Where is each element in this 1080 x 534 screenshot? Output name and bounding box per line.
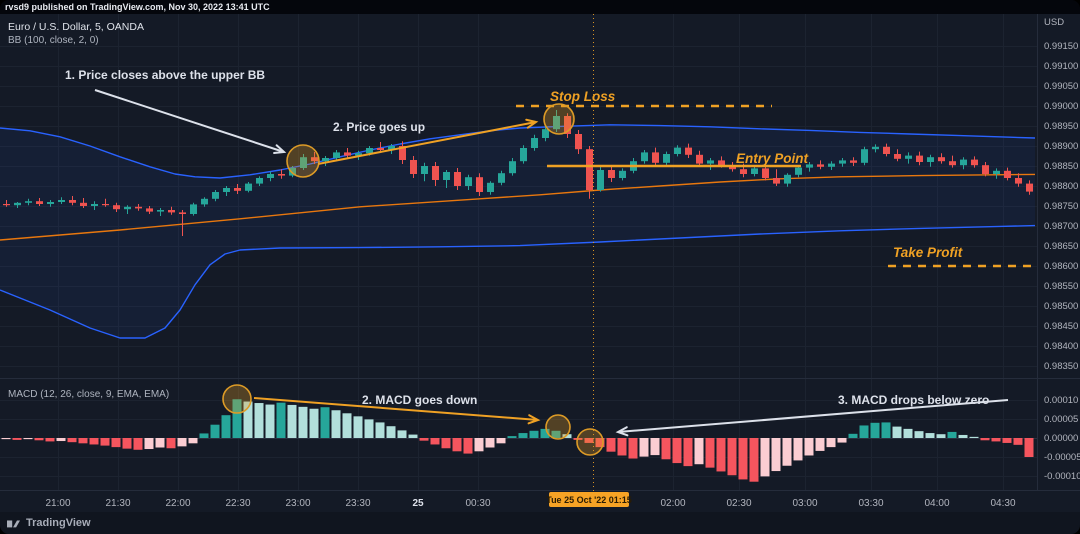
svg-text:02:30: 02:30: [726, 498, 751, 509]
price-axis[interactable]: USD 0.99150 0.99100 0.99050 0.99000 0.98950 0.…: [1044, 17, 1078, 372]
svg-text:Tue 25 Oct '22 01:15: Tue 25 Oct '22 01:15: [546, 495, 632, 505]
svg-text:21:30: 21:30: [105, 498, 130, 509]
svg-text:0.99050: 0.99050: [1044, 81, 1078, 92]
svg-text:22:30: 22:30: [225, 498, 250, 509]
svg-text:0.99000: 0.99000: [1044, 101, 1078, 112]
bb-lower-line: [0, 224, 1036, 339]
svg-text:0.98750: 0.98750: [1044, 201, 1078, 212]
macd-axis[interactable]: 0.00010 0.00005 0.00000 -0.00005 -0.00010: [1044, 395, 1080, 482]
note-macd-goes-down: 2. MACD goes down: [362, 393, 477, 407]
crosshair-time-label: [549, 492, 629, 507]
stop-loss-label: Stop Loss: [550, 89, 616, 104]
tradingview-logo-icon[interactable]: [7, 517, 20, 530]
attribution-bar: rvsd9 published on TradingView.com, Nov …: [0, 0, 1080, 14]
entry-point-label: Entry Point: [736, 151, 809, 166]
svg-text:0.00010: 0.00010: [1044, 395, 1078, 406]
svg-text:0.98800: 0.98800: [1044, 181, 1078, 192]
svg-text:23:00: 23:00: [285, 498, 310, 509]
svg-text:-0.00005: -0.00005: [1044, 452, 1080, 463]
svg-text:02:00: 02:00: [660, 498, 685, 509]
svg-text:0.98400: 0.98400: [1044, 341, 1078, 352]
svg-text:0.98950: 0.98950: [1044, 121, 1078, 132]
svg-text:0.99150: 0.99150: [1044, 41, 1078, 52]
take-profit-label: Take Profit: [893, 245, 963, 260]
svg-text:00:30: 00:30: [465, 498, 490, 509]
svg-text:22:00: 22:00: [165, 498, 190, 509]
svg-text:0.98500: 0.98500: [1044, 301, 1078, 312]
svg-text:0.98650: 0.98650: [1044, 241, 1078, 252]
svg-text:0.98700: 0.98700: [1044, 221, 1078, 232]
grid-lines: [0, 14, 1037, 490]
bb-indicator-label[interactable]: BB (100, close, 2, 0): [8, 35, 99, 46]
bb-upper-line: [0, 124, 1036, 179]
symbol-title[interactable]: Euro / U.S. Dollar, 5, OANDA: [8, 21, 144, 33]
svg-text:0.99100: 0.99100: [1044, 61, 1078, 72]
svg-text:04:00: 04:00: [924, 498, 949, 509]
svg-text:0.00000: 0.00000: [1044, 433, 1078, 444]
highlight-circles: [222, 103, 604, 456]
annotation-labels: 1. Price closes above the upper BB 2. Pri…: [65, 68, 989, 407]
svg-text:0.98900: 0.98900: [1044, 141, 1078, 152]
svg-text:25: 25: [412, 498, 424, 509]
time-axis[interactable]: 21:00 21:30 22:00 22:30 23:00 23:30 25 00:30 02:…: [45, 492, 1016, 509]
svg-text:0.98600: 0.98600: [1044, 261, 1078, 272]
svg-text:0.98550: 0.98550: [1044, 281, 1078, 292]
brand-label[interactable]: TradingView: [26, 517, 91, 529]
svg-text:-0.00010: -0.00010: [1044, 471, 1080, 482]
axis-currency-label: USD: [1044, 17, 1064, 28]
chart-legend: Euro / U.S. Dollar, 5, OANDA BB (100, cl…: [8, 20, 144, 48]
svg-text:0.00005: 0.00005: [1044, 414, 1078, 425]
brand-bar: TradingView: [0, 512, 1080, 534]
svg-text:03:00: 03:00: [792, 498, 817, 509]
svg-text:03:30: 03:30: [858, 498, 883, 509]
pane-separators: [0, 14, 1080, 491]
annotation-arrows: [94, 89, 1009, 437]
note-price-goes-up: 2. Price goes up: [333, 120, 425, 134]
note-macd-below-zero: 3. MACD drops below zero: [838, 393, 989, 407]
note-price-above-bb: 1. Price closes above the upper BB: [65, 68, 265, 82]
svg-text:0.98450: 0.98450: [1044, 321, 1078, 332]
attribution-text: rvsd9 published on TradingView.com, Nov …: [5, 2, 270, 12]
strategy-level-lines[interactable]: [516, 104, 1034, 268]
svg-text:0.98850: 0.98850: [1044, 161, 1078, 172]
svg-text:21:00: 21:00: [45, 498, 70, 509]
svg-text:04:30: 04:30: [990, 498, 1015, 509]
svg-text:0.98350: 0.98350: [1044, 361, 1078, 372]
svg-text:23:30: 23:30: [345, 498, 370, 509]
macd-histogram[interactable]: [0, 399, 1037, 482]
macd-indicator-label[interactable]: MACD (12, 26, close, 9, EMA, EMA): [8, 389, 170, 400]
